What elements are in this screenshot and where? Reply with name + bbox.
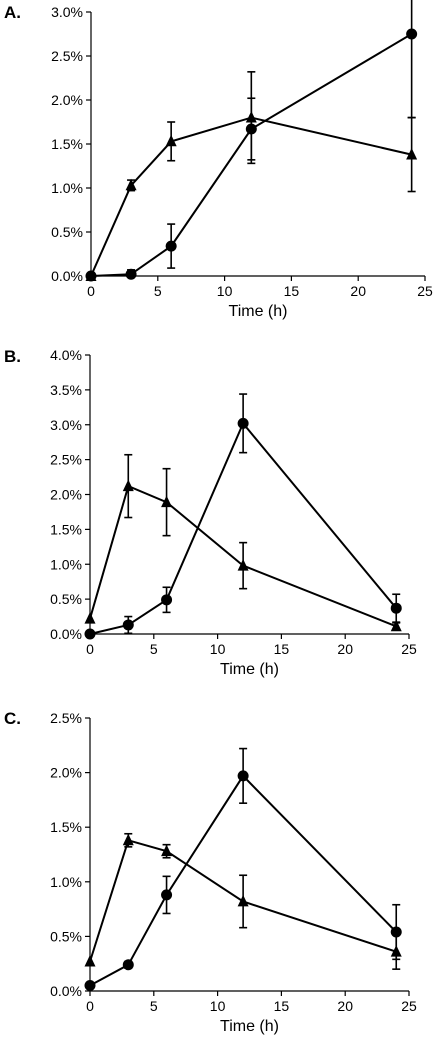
data-point-circle [237, 417, 249, 429]
data-point-triangle [390, 945, 402, 957]
y-tick-label: 0.5% [51, 224, 83, 240]
chart-panel-b: B. 0.0% 0.5% 1.0% 1.5% 2.0% 2.5% 3.0% 3.5% 4.0% 0 5… [4, 347, 417, 678]
chart-panel-c: C. 0.0% 0.5% 1.0% 1.5% 2.0% 2.5% 0 5 10 15 20 25 Time… [4, 709, 417, 1035]
x-tick-label: 0 [86, 998, 94, 1014]
x-tick-label: 5 [154, 283, 162, 299]
panel-label: A. [4, 3, 21, 22]
y-tick-label: 3.5% [50, 382, 82, 398]
y-tick-label: 2.0% [50, 487, 82, 503]
y-tick-label: 0.0% [51, 268, 83, 284]
data-point-circle [125, 268, 137, 280]
data-point-circle [161, 889, 173, 901]
y-tick-label: 0.0% [50, 626, 82, 642]
x-tick-label: 10 [217, 283, 233, 299]
x-tick-label: 20 [337, 641, 353, 657]
x-axis-title: Time (h) [229, 303, 288, 320]
x-tick-label: 20 [350, 283, 366, 299]
data-point-triangle [406, 147, 418, 160]
chart-panel-a: A. 0.0% 0.5% 1.0% 1.5% 2.0% 2.5% 3.0% 0 5 10 15 20 25… [4, 0, 433, 320]
x-tick-label: 20 [337, 998, 353, 1014]
data-point-triangle [165, 134, 177, 147]
series-line-circle [89, 421, 397, 635]
data-point-circle [237, 770, 249, 782]
x-tick-label: 0 [86, 641, 94, 657]
data-point-triangle [125, 178, 137, 191]
y-tick-label: 1.0% [51, 180, 83, 196]
data-point-triangle [245, 111, 257, 123]
x-tick-label: 0 [87, 283, 95, 299]
y-tick-label: 0.5% [50, 591, 82, 607]
x-axis-title: Time (h) [220, 661, 279, 678]
data-point-triangle [161, 844, 173, 857]
y-tick-label: 1.5% [50, 819, 82, 835]
y-tick-label: 2.0% [51, 92, 83, 108]
data-point-triangle [84, 954, 96, 967]
x-tick-label: 15 [274, 998, 290, 1014]
y-tick-label: 2.5% [51, 48, 83, 64]
x-tick-label: 15 [284, 283, 300, 299]
data-point-circle [122, 959, 134, 971]
data-point-triangle [390, 619, 402, 632]
y-tick-label: 3.0% [51, 4, 83, 20]
x-tick-label: 25 [401, 998, 417, 1014]
data-point-circle [406, 28, 418, 40]
x-tick-label: 5 [150, 641, 158, 657]
panel-label: C. [4, 709, 21, 728]
data-point-circle [161, 594, 173, 606]
x-tick-label: 25 [417, 283, 433, 299]
y-tick-label: 2.0% [50, 765, 82, 781]
y-tick-label: 0.0% [50, 983, 82, 999]
data-point-circle [165, 240, 177, 252]
x-tick-label: 10 [210, 641, 226, 657]
y-tick-label: 4.0% [50, 347, 82, 363]
y-tick-label: 0.5% [50, 928, 82, 944]
data-point-triangle [161, 495, 173, 508]
data-point-triangle [84, 612, 96, 624]
y-tick-label: 1.5% [50, 521, 82, 537]
y-tick-label: 1.0% [50, 556, 82, 572]
data-point-circle [84, 980, 96, 992]
data-point-triangle [122, 833, 134, 846]
data-point-triangle [85, 269, 97, 281]
data-point-circle [390, 602, 402, 614]
x-tick-label: 10 [210, 998, 226, 1014]
panel-label: B. [4, 347, 21, 366]
data-point-circle [84, 628, 96, 640]
data-point-triangle [122, 479, 134, 492]
x-tick-label: 5 [150, 998, 158, 1014]
x-tick-label: 25 [401, 641, 417, 657]
y-tick-label: 2.5% [50, 710, 82, 726]
x-tick-label: 15 [274, 641, 290, 657]
data-point-triangle [237, 894, 249, 907]
y-tick-label: 1.0% [50, 874, 82, 890]
y-tick-label: 3.0% [50, 417, 82, 433]
y-tick-label: 1.5% [51, 136, 83, 152]
data-point-triangle [237, 559, 249, 571]
data-point-circle [122, 619, 134, 631]
y-tick-label: 2.5% [50, 452, 82, 468]
x-axis-title: Time (h) [220, 1018, 279, 1035]
